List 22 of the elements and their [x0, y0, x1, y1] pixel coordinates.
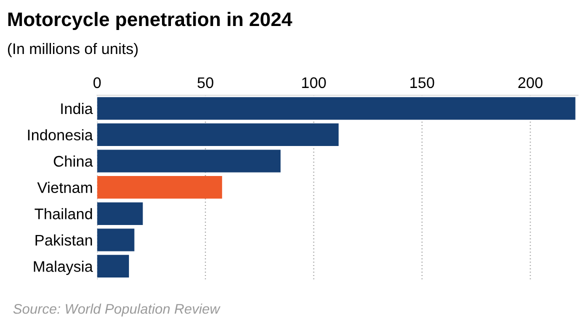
x-tick-label: 50	[198, 77, 214, 88]
x-tick-label: 100	[302, 77, 326, 88]
bar	[97, 97, 576, 120]
bar	[97, 123, 339, 146]
bar	[97, 202, 143, 225]
bar	[97, 176, 222, 199]
chart-title: Motorcycle penetration in 2024	[8, 12, 292, 30]
bar	[97, 254, 129, 278]
x-tick-label: 0	[93, 77, 101, 88]
y-tick-label: Indonesia	[28, 129, 93, 140]
y-tick-label: Malaysia	[34, 260, 93, 275]
y-tick-label: China	[54, 156, 93, 167]
bar	[97, 228, 134, 252]
y-tick-label: Pakistan	[36, 234, 92, 246]
chart-subtitle: (In millions of units)	[8, 42, 138, 58]
x-tick-label: 150	[410, 77, 434, 88]
y-tick-label: Thailand	[34, 208, 92, 220]
source-note: Source: World Population Review	[13, 304, 221, 317]
y-tick-label: Vietnam	[37, 182, 92, 194]
bar	[97, 150, 281, 172]
x-tick-label: 200	[518, 77, 542, 88]
y-tick-label: India	[61, 102, 93, 114]
